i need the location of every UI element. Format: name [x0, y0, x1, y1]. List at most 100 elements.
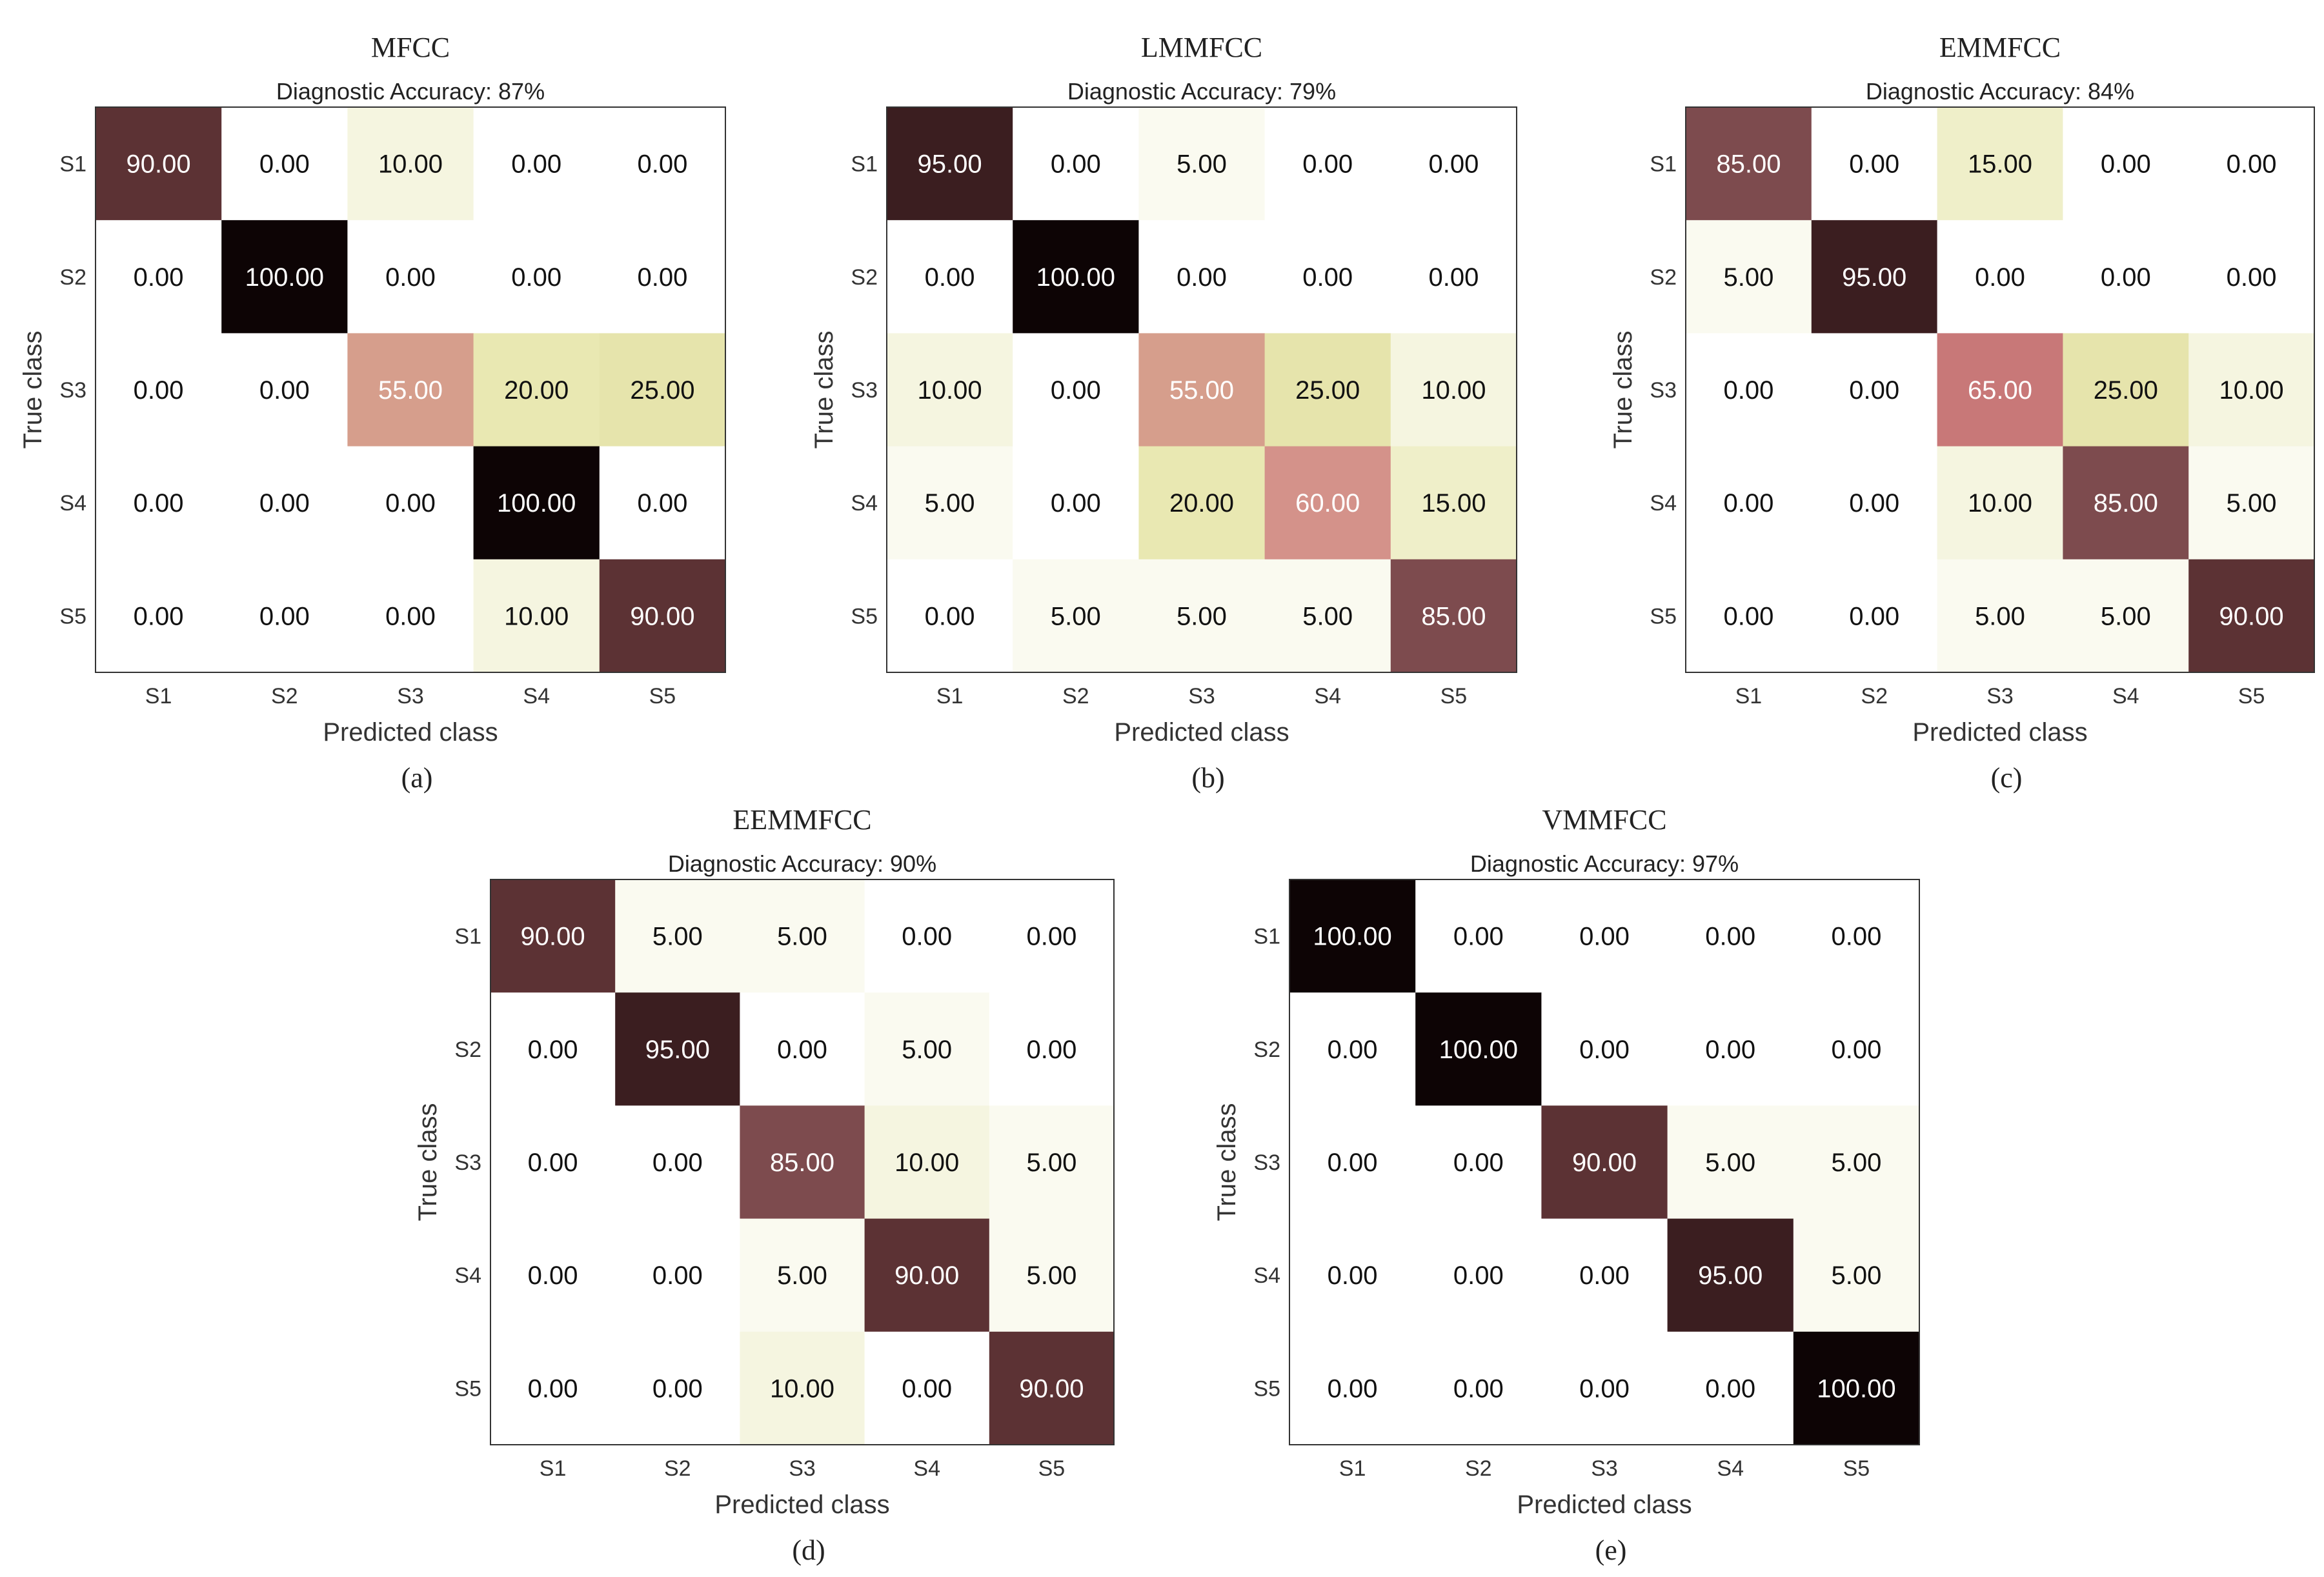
plot-frame — [1289, 879, 1920, 1445]
cell-value-label: 0.00 — [1723, 376, 1773, 405]
heatmap-cell — [1667, 992, 1794, 1106]
x-tick-label: S3 — [1591, 1456, 1618, 1481]
heatmap-cell — [1541, 879, 1668, 993]
y-axis-label: True class — [1609, 330, 1637, 448]
cell-value-label: 100.00 — [1817, 1374, 1895, 1403]
heatmap-cell — [221, 446, 348, 560]
heatmap-cell — [1793, 1331, 1920, 1445]
panel-caption: (c) — [1991, 762, 2023, 794]
heatmap-cell — [347, 220, 474, 334]
cell-value-label: 0.00 — [1723, 602, 1773, 630]
heatmap-cell — [1013, 446, 1139, 560]
x-axis-label: Predicted class — [714, 1491, 889, 1519]
heatmap-cell — [1937, 559, 2063, 673]
cell-value-label: 100.00 — [497, 489, 576, 517]
cell-value-label: 0.00 — [902, 923, 952, 951]
cell-value-label: 0.00 — [528, 1149, 578, 1177]
cell-value-label: 5.00 — [652, 923, 703, 951]
heatmap-cell — [1541, 992, 1668, 1106]
x-axis-label: Predicted class — [1517, 1491, 1692, 1519]
cell-value-label: 0.00 — [925, 602, 975, 630]
heatmap-cell — [1686, 107, 1812, 221]
heatmap-cell — [864, 992, 990, 1106]
cell-value-label: 0.00 — [1705, 1374, 1755, 1403]
heatmap-cell — [740, 1218, 865, 1332]
cell-value-label: 0.00 — [1051, 489, 1101, 517]
y-tick-label: S1 — [851, 152, 878, 177]
cell-value-label: 0.00 — [134, 263, 184, 292]
cell-value-label: 0.00 — [1849, 602, 1899, 630]
heatmap-cell — [473, 446, 600, 560]
chart-title: MFCC — [371, 32, 450, 63]
heatmap-cell — [347, 333, 474, 447]
heatmap-cell — [615, 992, 740, 1106]
y-tick-label: S1 — [1253, 925, 1280, 949]
cell-value-label: 0.00 — [1051, 150, 1101, 179]
heatmap-cell — [2188, 333, 2315, 447]
heatmap-cell — [1289, 1331, 1416, 1445]
heatmap-cell — [347, 559, 474, 673]
cell-value-label: 0.00 — [1723, 489, 1773, 517]
cell-value-label: 0.00 — [528, 1036, 578, 1064]
cell-value-label: 0.00 — [1705, 1036, 1755, 1064]
cell-value-label: 100.00 — [1439, 1036, 1518, 1064]
heatmap-cell — [1541, 1218, 1668, 1332]
cell-value-label: 90.00 — [521, 923, 585, 951]
cell-value-label: 0.00 — [1328, 1261, 1378, 1290]
heatmap-cell — [1793, 992, 1920, 1106]
heatmap-cell — [1811, 220, 1938, 334]
cell-value-label: 85.00 — [1716, 150, 1781, 179]
x-tick-label: S1 — [1735, 684, 1763, 708]
cell-value-label: 0.00 — [1328, 1036, 1378, 1064]
panel-caption: (d) — [792, 1534, 825, 1566]
heatmap-cell — [989, 1218, 1115, 1332]
y-axis-label: True class — [1213, 1103, 1241, 1221]
cell-value-label: 5.00 — [1302, 602, 1353, 630]
x-tick-label: S5 — [2238, 684, 2265, 708]
cell-value-label: 0.00 — [259, 150, 310, 179]
heatmap-cell — [1937, 446, 2063, 560]
x-axis-label: Predicted class — [1912, 718, 2087, 747]
heatmap-cell — [1013, 107, 1139, 221]
cell-value-label: 25.00 — [1295, 376, 1360, 405]
heatmap-cell — [347, 446, 474, 560]
cell-value-label: 0.00 — [652, 1374, 703, 1403]
cell-value-label: 0.00 — [2101, 263, 2151, 292]
heatmap-cell — [1415, 1331, 1542, 1445]
heatmap-cell — [1289, 1105, 1416, 1220]
chart-title: VMMFCC — [1542, 804, 1666, 836]
heatmap-cell — [989, 1105, 1115, 1220]
cell-value-label: 0.00 — [385, 602, 436, 630]
heatmap-cell — [1811, 446, 1938, 560]
cell-value-label: 0.00 — [1302, 150, 1353, 179]
heatmap-cell — [490, 1331, 616, 1445]
cell-value-label: 0.00 — [902, 1374, 952, 1403]
cell-value-label: 5.00 — [1723, 263, 1773, 292]
heatmap-cell — [1289, 879, 1416, 993]
heatmap-cell — [2063, 107, 2189, 221]
heatmap-cell — [1415, 1218, 1542, 1332]
cell-value-label: 5.00 — [2227, 489, 2277, 517]
cell-value-label: 5.00 — [1705, 1149, 1755, 1177]
cell-value-label: 90.00 — [630, 602, 694, 630]
cell-value-label: 0.00 — [1428, 150, 1479, 179]
heatmap-cell — [490, 1105, 616, 1220]
cell-value-label: 0.00 — [1453, 923, 1504, 951]
x-tick-label: S3 — [789, 1456, 816, 1481]
cell-value-label: 0.00 — [385, 263, 436, 292]
cell-value-label: 0.00 — [652, 1261, 703, 1290]
cell-value-label: 0.00 — [1428, 263, 1479, 292]
heatmap-cell — [2063, 559, 2189, 673]
heatmap-cell — [473, 333, 600, 447]
y-tick-label: S5 — [1650, 604, 1677, 628]
heatmap-cell — [989, 1331, 1115, 1445]
cell-value-label: 0.00 — [2227, 150, 2277, 179]
heatmap-cell — [1793, 1218, 1920, 1332]
x-tick-label: S2 — [664, 1456, 691, 1481]
heatmap-cell — [2063, 333, 2189, 447]
heatmap-cell — [2188, 107, 2315, 221]
heatmap-cell — [864, 879, 990, 993]
cell-value-label: 10.00 — [1968, 489, 2032, 517]
cell-value-label: 5.00 — [1177, 602, 1227, 630]
heatmap-cell — [473, 107, 600, 221]
